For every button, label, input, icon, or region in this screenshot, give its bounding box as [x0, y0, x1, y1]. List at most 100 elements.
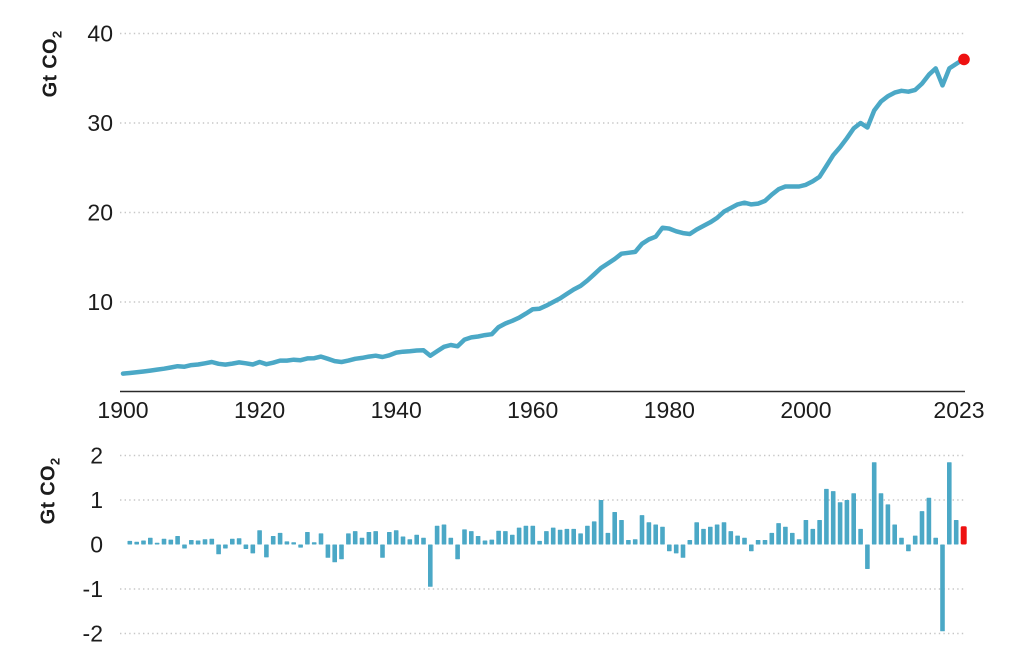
- emissions-line: [120, 57, 966, 376]
- change-bar: [790, 532, 795, 545]
- change-bar: [469, 531, 474, 545]
- annual-change-bar-chart: [127, 462, 967, 632]
- change-bar: [311, 542, 317, 545]
- change-bar: [605, 532, 611, 545]
- change-bar: [489, 539, 495, 545]
- latest-change-bar: [960, 526, 967, 545]
- change-bar: [127, 540, 133, 545]
- change-bar: [755, 540, 761, 545]
- change-bar: [352, 531, 358, 545]
- unit-text: Gt CO: [39, 38, 62, 98]
- bottom-chart-y-axis-unit: Gt CO2: [38, 458, 63, 525]
- change-bar: [571, 528, 576, 545]
- top-chart-tick-labels: 10 20 30 40 1900 1920 1940 1960 1980 2000 2023: [87, 21, 984, 424]
- change-bar: [523, 525, 529, 545]
- change-bar: [441, 524, 447, 545]
- change-bar: [660, 526, 665, 545]
- change-bar: [701, 528, 706, 545]
- change-bar: [243, 544, 249, 549]
- change-bar: [578, 533, 583, 545]
- change-bar: [141, 540, 146, 545]
- y-tick-label: 2: [90, 443, 103, 469]
- change-bar: [257, 530, 262, 545]
- change-bar: [154, 542, 160, 545]
- change-bar: [537, 540, 542, 545]
- change-bar: [475, 536, 481, 545]
- change-bar: [544, 531, 549, 545]
- change-bar: [270, 536, 276, 545]
- change-bar: [434, 525, 440, 545]
- change-bar: [346, 533, 351, 545]
- change-bar: [175, 536, 180, 545]
- x-tick-label: 2000: [780, 397, 831, 423]
- change-bar: [209, 538, 215, 545]
- unit-subscript: 2: [47, 457, 63, 466]
- change-bar: [503, 531, 508, 545]
- change-bar: [598, 500, 604, 545]
- change-bar: [919, 511, 925, 545]
- change-bar: [953, 520, 959, 545]
- x-tick-label: 1940: [371, 397, 422, 423]
- change-bar: [837, 502, 843, 545]
- change-bar: [646, 522, 652, 545]
- change-bar: [195, 540, 201, 545]
- change-bar: [277, 532, 283, 545]
- change-bar: [564, 528, 570, 545]
- change-bar: [694, 522, 699, 545]
- change-bar: [708, 526, 713, 545]
- change-bar: [421, 537, 426, 545]
- change-bar: [373, 531, 378, 545]
- change-bar: [728, 531, 734, 545]
- top-chart-gridlines: [120, 32, 965, 303]
- change-bar: [202, 539, 208, 545]
- change-bar: [230, 538, 235, 545]
- change-bar: [858, 528, 863, 545]
- change-bar: [448, 537, 454, 545]
- change-bar: [714, 524, 720, 545]
- change-bar: [851, 493, 856, 545]
- change-bar: [865, 544, 870, 569]
- x-tick-label: 1960: [507, 397, 558, 423]
- change-bar: [216, 544, 221, 555]
- change-bar: [134, 541, 139, 545]
- change-bar: [557, 529, 563, 545]
- change-bar: [776, 523, 781, 545]
- change-bar: [462, 529, 467, 545]
- change-bar: [878, 493, 884, 545]
- change-bar: [906, 544, 911, 552]
- y-tick-label: 10: [87, 289, 113, 315]
- change-bar: [735, 535, 740, 545]
- change-bar: [550, 527, 556, 545]
- change-bar: [339, 544, 344, 560]
- x-tick-label: 2023: [933, 397, 984, 423]
- top-chart-y-axis-unit: Gt CO2: [40, 31, 65, 98]
- change-bar: [667, 544, 672, 552]
- change-bar: [264, 544, 269, 558]
- change-bar: [510, 534, 515, 545]
- y-tick-label: 20: [87, 200, 113, 226]
- latest-point-marker: [958, 53, 970, 66]
- change-bar: [673, 544, 679, 554]
- bottom-chart-tick-labels: -2 -1 0 1 2: [83, 443, 103, 647]
- change-bar: [250, 544, 256, 554]
- unit-text: Gt CO: [37, 465, 60, 525]
- change-bar: [189, 540, 194, 545]
- y-tick-label: 0: [90, 532, 103, 558]
- change-bar: [810, 528, 816, 545]
- change-bar: [626, 540, 631, 545]
- change-bar: [182, 544, 187, 549]
- change-bar: [844, 500, 850, 545]
- y-tick-label: 1: [90, 487, 103, 513]
- change-bar: [749, 544, 754, 552]
- change-bar: [947, 462, 952, 545]
- change-bar: [687, 540, 693, 545]
- change-bar: [653, 524, 658, 545]
- change-bar: [325, 544, 331, 558]
- change-bar: [899, 537, 904, 545]
- change-bar: [414, 534, 419, 545]
- change-bar: [482, 540, 488, 545]
- y-tick-label: -2: [83, 621, 103, 647]
- change-bar: [161, 538, 167, 545]
- change-bar: [632, 539, 638, 545]
